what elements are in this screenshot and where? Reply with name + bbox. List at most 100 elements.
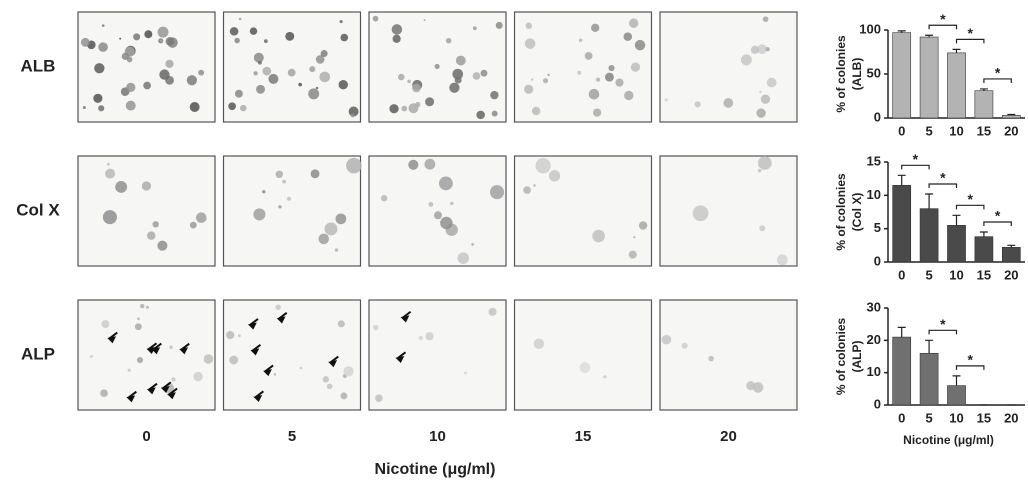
colony [126,83,135,92]
colony [428,202,433,207]
bar [975,237,993,262]
colony [152,221,158,227]
colony [425,159,436,170]
colony [321,50,328,57]
colony [723,98,733,108]
colony [695,101,701,107]
x-tick-label: 10 [949,410,963,425]
colony [577,71,581,75]
colony [287,197,291,201]
colony [140,304,144,308]
colony [593,108,601,116]
colony [268,74,278,84]
colony [490,91,498,99]
micrograph [224,156,362,266]
x-tick-label: 0 [898,410,905,425]
bar [975,91,993,118]
micrograph [78,156,215,266]
colony [340,392,347,399]
row-label: ALP [21,344,55,363]
x-tick-label: 5 [925,123,932,138]
colony [455,76,462,83]
colony [135,323,142,330]
colony [351,114,355,118]
colony [143,82,151,90]
image-panel [369,300,506,410]
colony [585,52,593,60]
colony [596,78,600,82]
colony [338,320,345,327]
x-tick-label: 15 [977,123,991,138]
colony [535,158,550,173]
y-tick-label: 20 [867,332,881,347]
colony [319,72,330,83]
error-bar [953,215,961,225]
colony [264,39,268,43]
colony [100,389,108,397]
colony [398,74,405,81]
colony [532,107,540,115]
image-panel [515,156,652,266]
colony [258,61,262,65]
colony [282,180,286,184]
colony [412,84,421,93]
bar [947,53,965,118]
colony [229,356,238,365]
bar [893,185,911,262]
colony [629,251,637,259]
y-axis-title: % of colonies [834,35,848,113]
colony [275,305,280,310]
colony [592,230,605,243]
colony [496,22,503,29]
x-tick-label: 15 [977,410,991,425]
significance-marker: * [995,208,1001,224]
error-bar [898,175,906,185]
colony [766,47,770,51]
image-panel [78,300,215,410]
colony [524,85,533,94]
colony [473,26,477,30]
bar [920,353,938,405]
colony [434,211,442,219]
colony [309,66,315,72]
micrograph [369,300,506,410]
error-bar [953,49,961,53]
colony [751,46,759,54]
colony [526,23,532,29]
colony [226,331,234,339]
colony [239,18,242,21]
micrograph [78,12,215,122]
colony [122,53,129,60]
colony [308,88,319,99]
column-label: 15 [575,428,592,445]
colony [165,60,173,68]
colony [523,186,531,194]
error-bar [980,232,988,237]
colony [549,170,560,181]
colony [274,373,276,375]
colony [157,241,167,251]
colony [316,87,318,89]
colony [83,106,86,109]
colony [481,70,488,77]
y-tick-label: 0 [874,396,881,411]
colony [98,42,108,52]
colony [327,384,333,390]
column-label: 0 [142,428,150,445]
column-label: 5 [288,428,296,445]
colony [639,221,647,229]
colony [230,27,239,36]
colony [456,56,466,66]
colony [608,65,614,71]
colony [662,335,672,345]
micrograph [78,300,215,410]
colony [682,343,688,349]
significance-marker: * [940,170,946,186]
colony [758,156,772,170]
colony [756,108,765,117]
colony [409,103,419,113]
colony [119,38,121,40]
bar [920,37,938,118]
y-axis-title: (ALP) [850,341,864,373]
significance-marker: * [967,191,973,207]
